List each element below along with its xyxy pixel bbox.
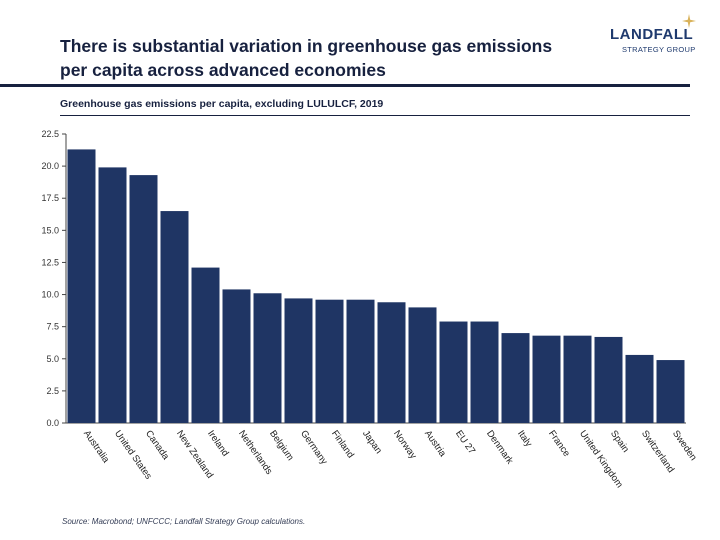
y-tick-label: 10.0	[41, 290, 59, 300]
x-category-label: Austria	[422, 428, 448, 459]
x-category-label: Norway	[391, 428, 419, 461]
bar	[98, 167, 127, 423]
x-category-label: Belgium	[267, 428, 296, 462]
y-tick-label: 22.5	[41, 129, 59, 139]
x-category-label: Japan	[360, 428, 384, 456]
x-category-label: Sweden	[670, 428, 699, 462]
bar	[408, 307, 437, 423]
y-tick-label: 12.5	[41, 257, 59, 267]
bar	[222, 289, 251, 423]
logo-name: LANDFALL	[610, 26, 694, 43]
bar	[160, 211, 189, 423]
x-category-label: Spain	[608, 428, 631, 454]
bar	[191, 267, 220, 423]
y-tick-label: 15.0	[41, 225, 59, 235]
x-category-label: Canada	[143, 428, 172, 462]
y-tick-label: 5.0	[46, 354, 59, 364]
x-category-label: Australia	[81, 428, 112, 465]
bar	[656, 360, 685, 423]
x-category-label: Finland	[329, 428, 356, 460]
bar	[67, 149, 96, 423]
chart-subtitle: Greenhouse gas emissions per capita, exc…	[60, 98, 384, 110]
bar	[470, 321, 499, 423]
bar	[315, 299, 344, 423]
logo-tagline: STRATEGY GROUP	[622, 45, 696, 54]
bar	[501, 333, 530, 423]
y-tick-label: 0.0	[46, 418, 59, 428]
bar	[284, 298, 313, 423]
x-category-label: EU 27	[453, 428, 477, 456]
bar	[129, 175, 158, 423]
y-tick-label: 20.0	[41, 161, 59, 171]
bar	[594, 336, 623, 423]
bar	[532, 335, 561, 423]
bar	[253, 293, 282, 423]
bar	[563, 335, 592, 423]
bar	[625, 354, 654, 423]
title-divider	[0, 84, 690, 87]
bar	[346, 299, 375, 423]
x-category-label: Ireland	[205, 428, 231, 458]
y-tick-label: 2.5	[46, 386, 59, 396]
company-logo: LANDFALL STRATEGY GROUP	[602, 14, 702, 60]
x-category-label: France	[546, 428, 572, 459]
source-note: Source: Macrobond; UNFCCC; Landfall Stra…	[62, 517, 306, 526]
x-category-label: Germany	[298, 428, 330, 467]
bar	[377, 302, 406, 423]
bar	[439, 321, 468, 423]
y-tick-label: 17.5	[41, 193, 59, 203]
star-icon	[682, 14, 696, 28]
subtitle-divider	[60, 115, 690, 116]
y-tick-label: 7.5	[46, 322, 59, 332]
x-category-label: Denmark	[484, 428, 515, 466]
x-category-label: Italy	[515, 428, 534, 449]
page-title: There is substantial variation in greenh…	[60, 36, 553, 80]
